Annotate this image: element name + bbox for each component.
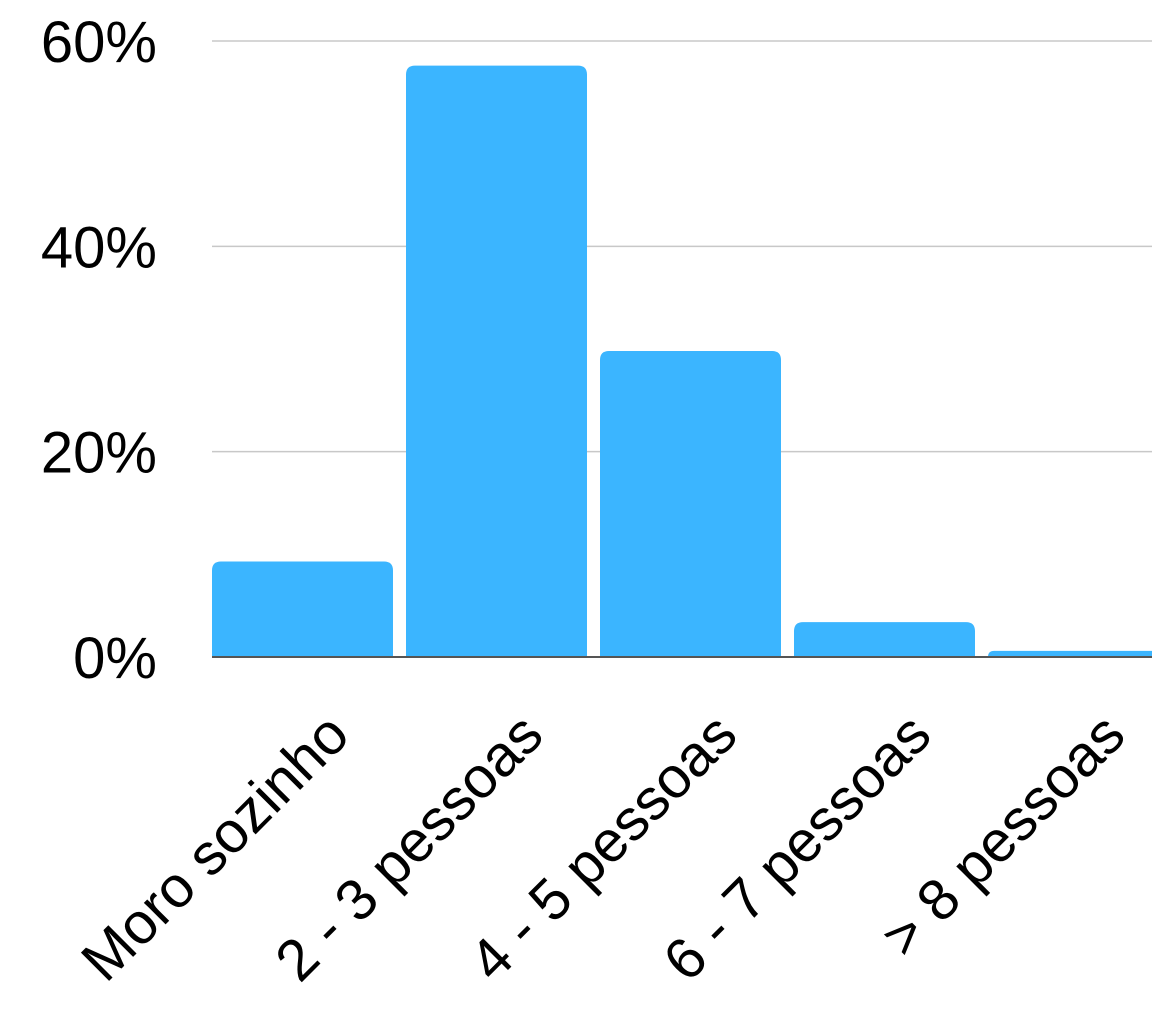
bar: [212, 562, 393, 657]
y-tick-label: 60%: [41, 10, 157, 75]
bar: [406, 66, 587, 657]
bar: [600, 351, 781, 657]
bars: [212, 66, 1152, 657]
bar: [794, 622, 975, 657]
y-tick-label: 20%: [41, 421, 157, 486]
y-tick-label: 0%: [73, 626, 157, 691]
y-tick-label: 40%: [41, 215, 157, 280]
y-axis-tick-labels: 0% 20% 40% 60%: [41, 10, 157, 691]
